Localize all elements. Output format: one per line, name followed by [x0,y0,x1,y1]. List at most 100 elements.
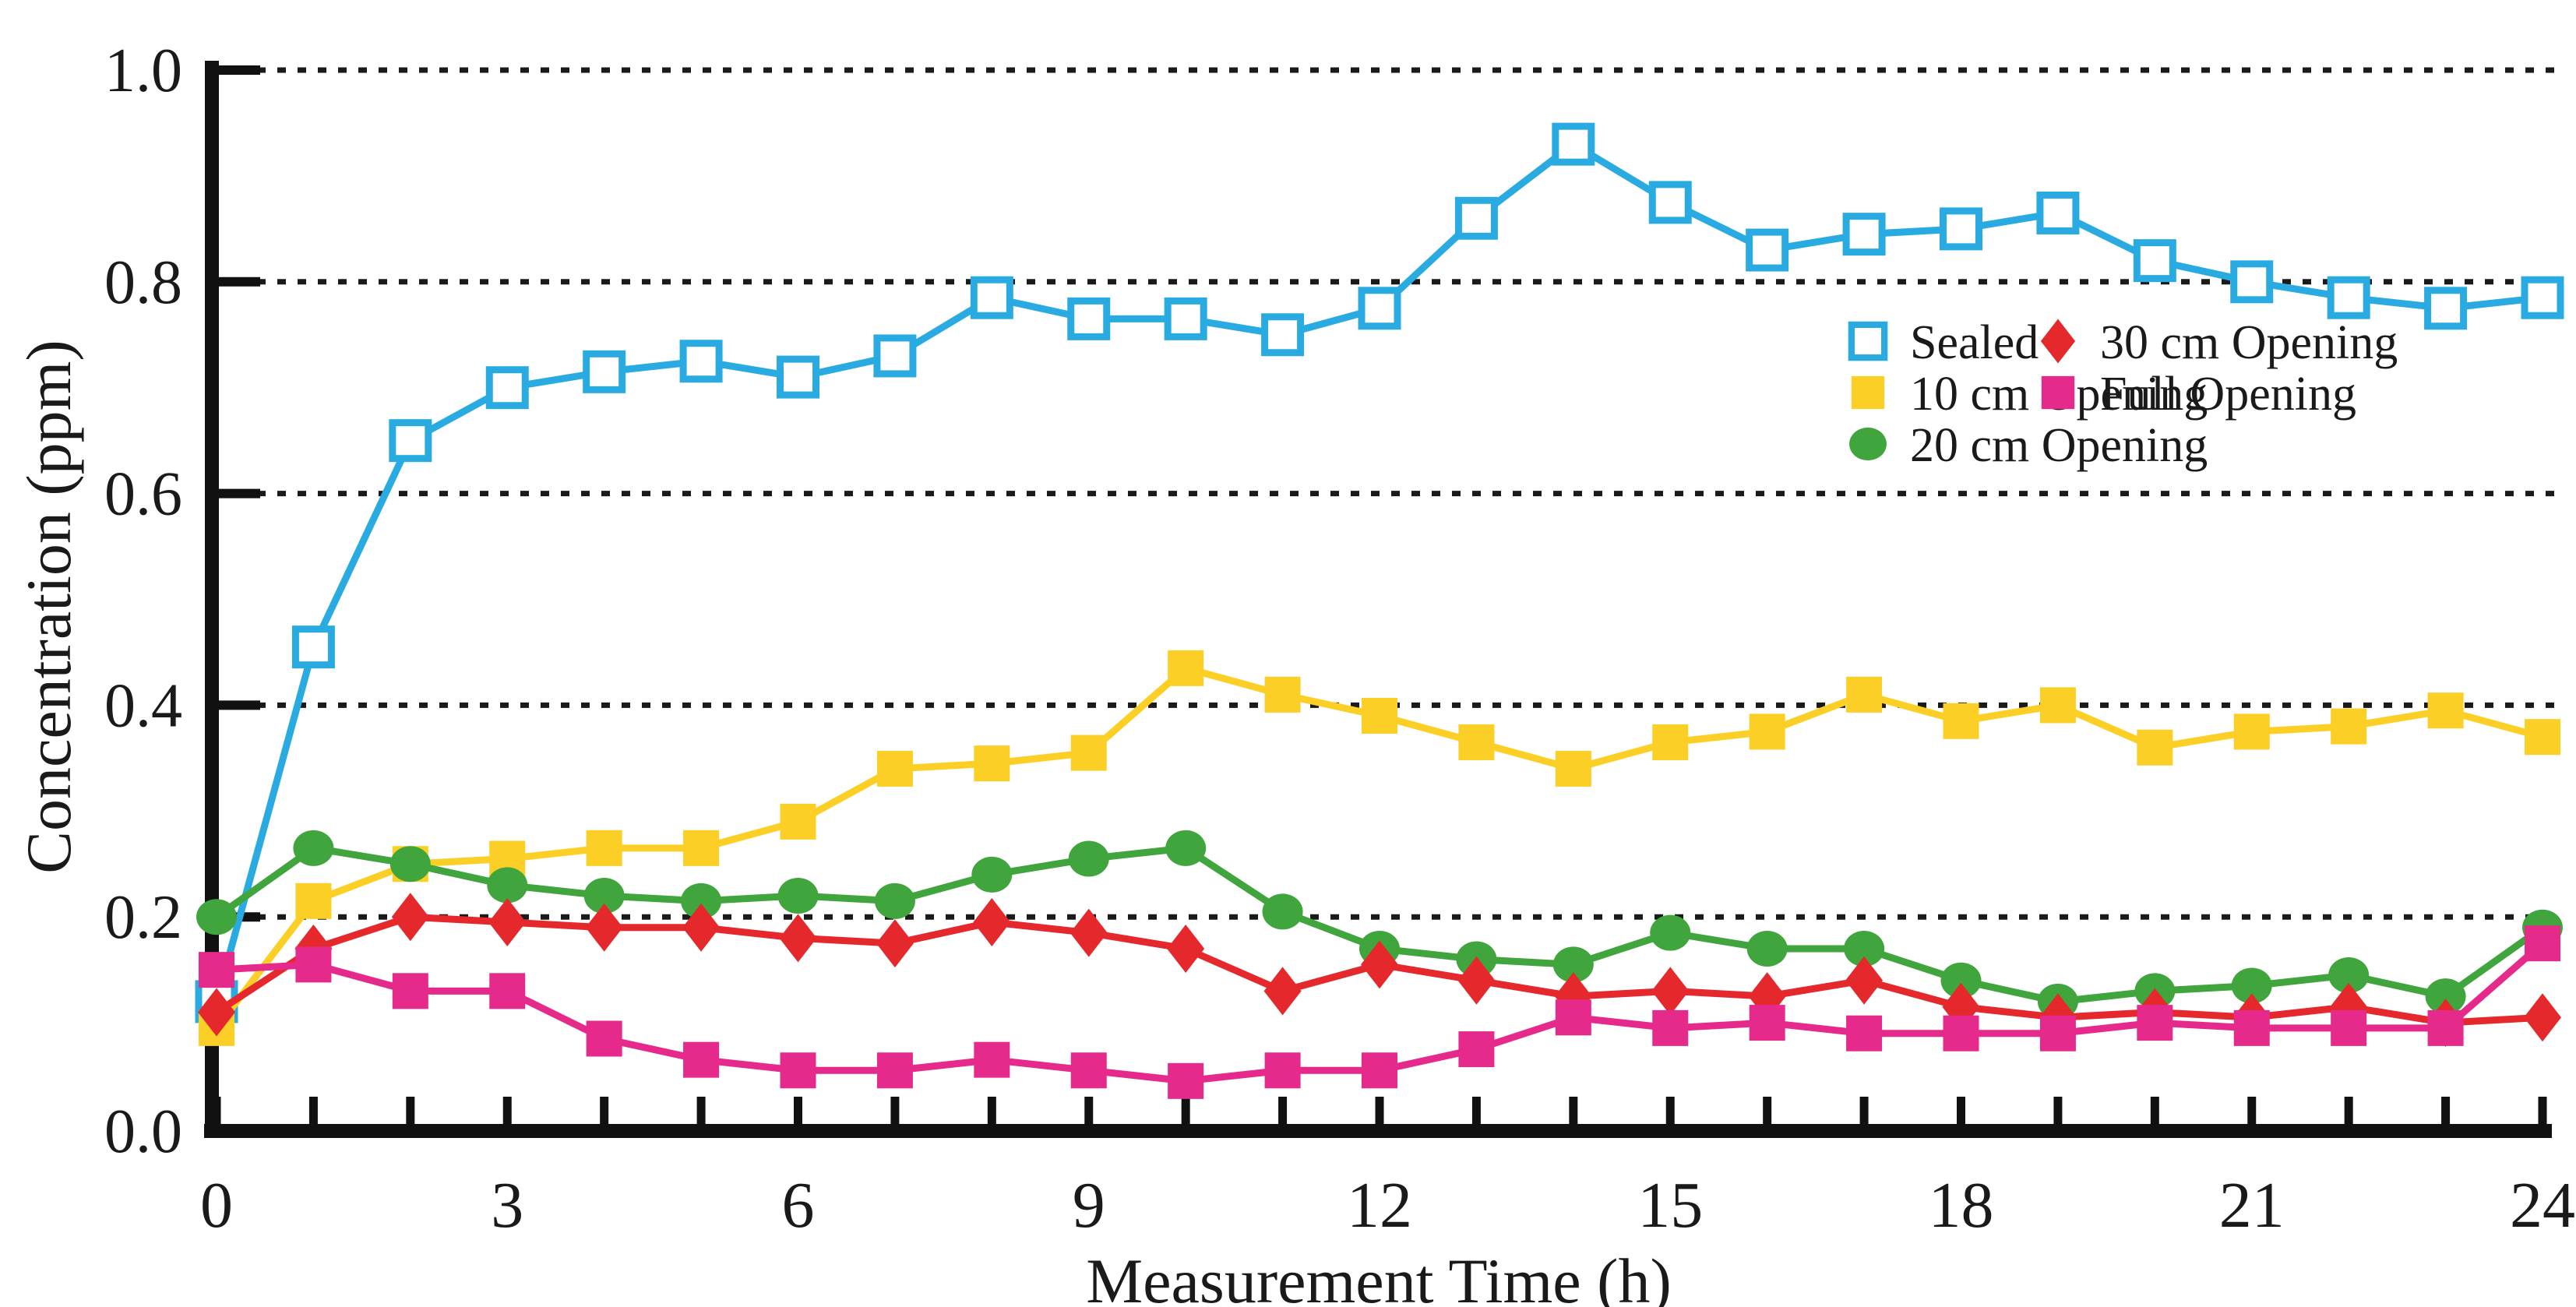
x-tick-label-24: 24 [2510,1169,2575,1242]
marker-filled-circle [2328,956,2370,993]
marker-filled-square [392,973,428,1009]
marker-filled-square [1846,1015,1883,1052]
marker-filled-diamond [1167,924,1205,973]
marker-filled-square [780,803,816,840]
x-tick-label-9: 9 [1073,1169,1105,1242]
marker-open-square [1067,297,1111,340]
marker-filled-circle [1262,893,1303,930]
marker-filled-square [1749,713,1785,750]
marker-filled-diamond [2524,993,2561,1042]
marker-filled-diamond [198,988,235,1037]
marker-filled-square [1851,375,1885,410]
marker-open-square [1648,181,1692,224]
y-axis-title: Concentration (ppm) [13,340,84,874]
marker-filled-circle [874,882,915,919]
marker-open-square [2424,287,2468,330]
y-tick-label-0.2: 0.2 [104,883,182,952]
marker-filled-circle [971,856,1013,893]
marker-open-square [2230,260,2274,304]
marker-filled-square [683,1041,720,1078]
marker-filled-circle [1844,930,1885,967]
marker-filled-circle [196,899,237,935]
marker-filled-square [1846,676,1883,713]
marker-open-square [1358,287,1401,330]
marker-filled-square [974,1041,1010,1078]
marker-filled-circle [2425,978,2466,1015]
marker-filled-square [1362,1052,1397,1089]
marker-filled-diamond [1070,908,1108,957]
y-tick-label-1.0: 1.0 [104,37,182,105]
marker-open-square [1552,122,1595,166]
marker-filled-square [2525,925,2560,962]
marker-filled-square [974,745,1010,782]
marker-filled-circle [1849,427,1887,461]
marker-open-square [679,340,723,383]
y-tick-label-0.0: 0.0 [104,1097,182,1166]
marker-filled-circle [1940,962,1982,999]
x-tick-label-12: 12 [1347,1169,1412,1242]
x-tick-label-15: 15 [1637,1169,1703,1242]
marker-filled-diamond [1845,956,1884,1005]
legend-label-30-cm-opening: 30 cm Opening [2100,316,2398,369]
marker-filled-square [1070,735,1107,771]
marker-open-square [873,334,917,378]
marker-filled-square [2137,1005,2173,1041]
marker-filled-square [1168,650,1204,686]
series-line-sealed [213,140,2546,1006]
marker-filled-square [1458,1031,1495,1068]
marker-filled-square [2233,1009,2270,1046]
x-axis-line [204,1124,2552,1138]
marker-filled-diamond [1651,967,1690,1016]
marker-filled-square [2427,1009,2464,1046]
marker-filled-circle [2231,967,2272,1004]
marker-filled-square [2233,713,2270,750]
x-tick-label-18: 18 [1929,1169,1994,1242]
marker-open-square [485,366,529,410]
marker-filled-square [2039,687,2076,724]
marker-filled-square [295,882,332,919]
marker-filled-square [586,1020,622,1057]
marker-open-square [583,350,626,393]
marker-filled-square [1264,1052,1301,1089]
marker-filled-diamond [876,919,914,968]
marker-filled-circle [777,878,819,914]
marker-filled-square [489,973,526,1009]
y-tick-label-0.4: 0.4 [104,671,182,740]
marker-filled-square [1458,724,1495,760]
marker-open-square [1164,297,1207,340]
x-tick-label-6: 6 [782,1169,815,1242]
marker-filled-diamond [973,897,1011,946]
marker-filled-circle [293,830,334,866]
marker-open-square [1848,321,1888,361]
marker-filled-square [1943,703,1979,739]
marker-filled-circle [487,867,528,904]
x-tick-label-0: 0 [200,1169,233,1242]
marker-open-square [1261,313,1305,357]
marker-open-square [2521,276,2564,319]
y-axis-line [205,61,219,1137]
marker-filled-square [2427,692,2464,729]
x-axis-title: Measurement Time (h) [1086,1245,1672,1307]
marker-filled-circle [1068,840,1109,877]
legend-label-full-opening: Full Opening [2100,368,2356,421]
marker-filled-diamond [2040,319,2076,364]
marker-filled-diamond [779,914,817,963]
marker-open-square [389,419,432,463]
marker-open-square [2036,191,2080,234]
marker-open-square [1746,228,1789,272]
marker-filled-square [2525,719,2560,756]
marker-filled-square [1555,999,1591,1036]
marker-open-square [291,625,335,669]
marker-open-square [1842,213,1886,256]
y-tick-label-0.6: 0.6 [104,460,182,529]
marker-filled-square [1749,1005,1785,1041]
y-tick-label-0.8: 0.8 [104,248,182,317]
marker-filled-diamond [1361,940,1398,989]
marker-filled-square [2331,708,2367,745]
marker-filled-circle [1165,830,1207,866]
marker-filled-square [876,1052,913,1089]
marker-filled-circle [1746,930,1788,967]
marker-filled-square [1943,1015,1979,1052]
